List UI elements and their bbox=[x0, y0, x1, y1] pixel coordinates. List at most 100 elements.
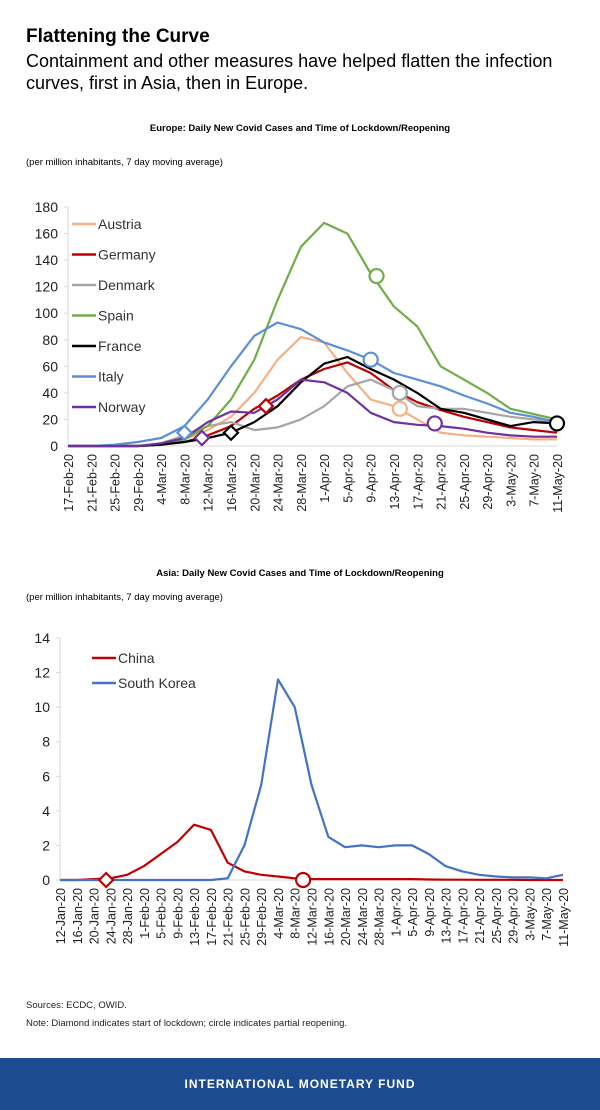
x-tick-label: 1-Apr-20 bbox=[318, 454, 332, 503]
y-tick-label: 160 bbox=[35, 226, 59, 242]
reopening-marker bbox=[295, 871, 312, 889]
x-tick-label: 4-Mar-20 bbox=[272, 888, 286, 939]
x-tick-label: 24-Mar-20 bbox=[272, 454, 286, 512]
x-tick-label: 25-Feb-20 bbox=[109, 454, 123, 512]
x-tick-label: 29-Apr-20 bbox=[481, 454, 495, 510]
reopening-marker bbox=[548, 415, 566, 432]
header: Flattening the Curve Containment and oth… bbox=[26, 26, 566, 94]
x-tick-label: 28-Mar-20 bbox=[373, 888, 387, 946]
lockdown-marker bbox=[175, 424, 193, 442]
x-tick-label: 5-Feb-20 bbox=[155, 888, 169, 939]
x-tick-label: 9-Feb-20 bbox=[171, 888, 185, 939]
x-tick-label: 12-Mar-20 bbox=[202, 454, 216, 512]
x-tick-label: 12-Jan-20 bbox=[54, 888, 68, 944]
y-tick-label: 0 bbox=[42, 872, 50, 888]
reopening-marker bbox=[391, 384, 408, 401]
x-tick-label: 29-Feb-20 bbox=[255, 888, 269, 946]
x-tick-label: 8-Mar-20 bbox=[178, 454, 192, 505]
sources: Sources: ECDC, OWID. bbox=[26, 1000, 127, 1011]
x-tick-label: 17-Feb-20 bbox=[62, 454, 76, 512]
x-tick-label: 5-Apr-20 bbox=[341, 454, 355, 503]
page-subtitle: Containment and other measures have help… bbox=[26, 51, 553, 93]
x-tick-label: 29-Feb-20 bbox=[132, 454, 146, 512]
x-tick-label: 9-Apr-20 bbox=[365, 454, 379, 503]
x-tick-label: 25-Apr-20 bbox=[490, 888, 504, 944]
x-tick-label: 28-Mar-20 bbox=[295, 454, 309, 512]
legend-label: South Korea bbox=[118, 675, 196, 691]
y-tick-label: 10 bbox=[34, 699, 50, 715]
x-tick-label: 17-Apr-20 bbox=[411, 454, 425, 510]
x-tick-label: 8-Mar-20 bbox=[289, 888, 303, 939]
y-tick-label: 140 bbox=[35, 252, 59, 268]
chart-subtitle: (per million inhabitants, 7 day moving a… bbox=[26, 157, 223, 168]
y-tick-label: 2 bbox=[42, 837, 50, 853]
reopening-marker bbox=[426, 415, 443, 432]
legend-label: China bbox=[118, 650, 155, 666]
brand-band: INTERNATIONAL MONETARY FUND bbox=[0, 1058, 600, 1110]
x-tick-label: 25-Feb-20 bbox=[238, 888, 252, 946]
x-tick-label: 20-Mar-20 bbox=[248, 454, 262, 512]
x-tick-label: 17-Feb-20 bbox=[205, 888, 219, 946]
y-tick-label: 4 bbox=[42, 803, 50, 819]
series-line bbox=[60, 823, 563, 882]
x-tick-label: 11-May-20 bbox=[557, 888, 571, 947]
legend-label: Germany bbox=[98, 247, 156, 263]
x-tick-label: 12-Mar-20 bbox=[306, 888, 320, 946]
lockdown-marker bbox=[193, 429, 211, 447]
x-tick-label: 3-May-20 bbox=[523, 888, 537, 941]
x-tick-label: 21-Apr-20 bbox=[435, 454, 449, 510]
y-tick-label: 0 bbox=[50, 438, 58, 454]
x-tick-label: 21-Feb-20 bbox=[222, 888, 236, 946]
series-line bbox=[68, 321, 558, 448]
charts: Europe: Daily New Covid Cases and Time o… bbox=[26, 123, 571, 947]
legend-label: Italy bbox=[98, 369, 124, 385]
lockdown-marker bbox=[97, 871, 115, 889]
series-line bbox=[68, 378, 557, 448]
y-tick-label: 60 bbox=[42, 358, 58, 374]
reopening-marker bbox=[368, 267, 385, 285]
y-tick-label: 14 bbox=[34, 630, 50, 646]
legend-label: Austria bbox=[98, 216, 142, 232]
reopening-marker bbox=[362, 351, 379, 368]
x-tick-label: 29-Apr-20 bbox=[507, 888, 521, 944]
y-tick-label: 12 bbox=[34, 665, 50, 681]
chart-title: Asia: Daily New Covid Cases and Time of … bbox=[156, 568, 444, 579]
chart-subtitle: (per million inhabitants, 7 day moving a… bbox=[26, 592, 223, 603]
x-tick-label: 4-Mar-20 bbox=[155, 454, 169, 505]
x-tick-label: 13-Apr-20 bbox=[440, 888, 454, 944]
chart-title: Europe: Daily New Covid Cases and Time o… bbox=[150, 123, 450, 134]
x-tick-label: 20-Mar-20 bbox=[339, 888, 353, 946]
legend-label: Denmark bbox=[98, 277, 156, 293]
legend-label: Norway bbox=[98, 399, 145, 415]
y-tick-label: 80 bbox=[42, 332, 58, 348]
x-tick-label: 16-Mar-20 bbox=[322, 888, 336, 946]
x-tick-label: 21-Apr-20 bbox=[473, 888, 487, 944]
x-tick-label: 16-Jan-20 bbox=[71, 888, 85, 944]
x-tick-label: 16-Mar-20 bbox=[225, 454, 239, 512]
x-tick-label: 13-Feb-20 bbox=[188, 888, 202, 946]
legend-label: Spain bbox=[98, 308, 134, 324]
x-tick-label: 21-Feb-20 bbox=[85, 454, 99, 512]
x-tick-label: 11-May-20 bbox=[551, 454, 565, 513]
x-tick-label: 1-Apr-20 bbox=[389, 888, 403, 937]
y-tick-label: 100 bbox=[35, 305, 59, 321]
y-tick-label: 8 bbox=[42, 734, 50, 750]
lockdown-marker bbox=[222, 424, 240, 442]
x-tick-label: 5-Apr-20 bbox=[406, 888, 420, 937]
lockdown-marker bbox=[257, 397, 275, 415]
y-tick-label: 180 bbox=[35, 199, 59, 215]
x-tick-label: 9-Apr-20 bbox=[423, 888, 437, 937]
x-tick-label: 7-May-20 bbox=[528, 454, 542, 507]
reopening-marker bbox=[391, 400, 408, 417]
y-tick-label: 6 bbox=[42, 768, 50, 784]
x-tick-label: 20-Jan-20 bbox=[88, 888, 102, 944]
x-tick-label: 13-Apr-20 bbox=[388, 454, 402, 510]
y-tick-label: 120 bbox=[35, 279, 59, 295]
x-tick-label: 24-Mar-20 bbox=[356, 888, 370, 946]
y-tick-label: 20 bbox=[42, 411, 58, 427]
y-tick-label: 40 bbox=[42, 385, 58, 401]
page-title: Flattening the Curve bbox=[26, 26, 210, 47]
x-tick-label: 25-Apr-20 bbox=[458, 454, 472, 510]
x-tick-label: 17-Apr-20 bbox=[456, 888, 470, 944]
